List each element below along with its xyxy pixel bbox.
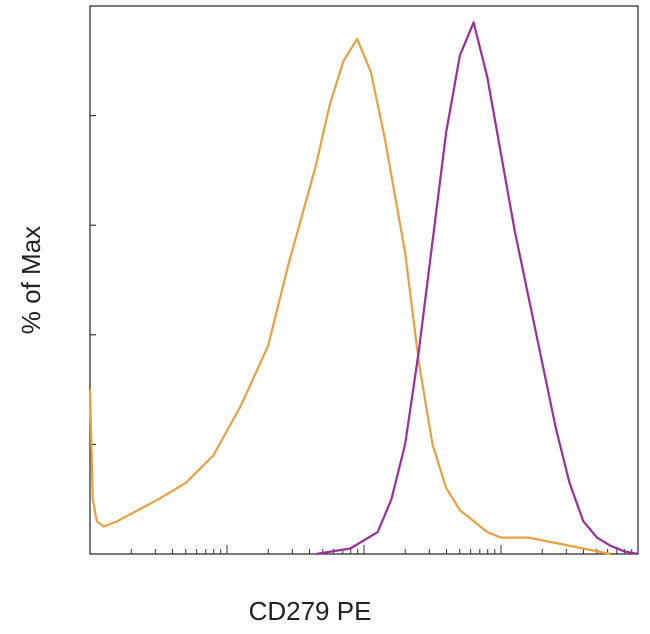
y-axis-label: % of Max [16,226,46,334]
plot-frame [89,5,639,555]
x-axis-label: CD279 PE [249,596,372,626]
series-0-line [88,37,611,556]
y-axis-ticks [90,114,96,445]
series-1-line [315,21,639,556]
series-layer [88,21,639,556]
x-axis-ticks [130,545,633,554]
